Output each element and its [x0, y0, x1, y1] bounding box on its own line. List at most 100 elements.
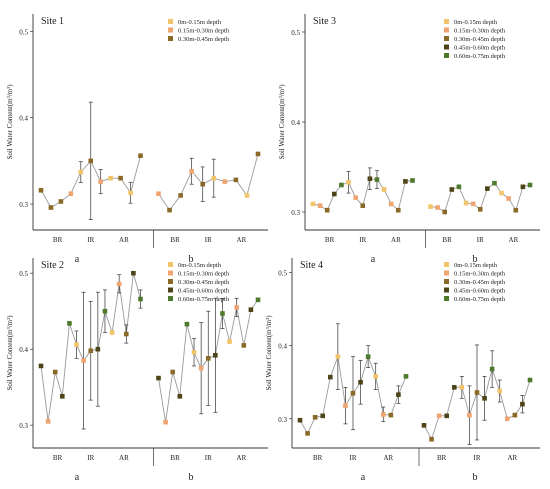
chart-panel-1: 0.3 0.4 0.5 Soil Water Content(m³/m³) Site 1… — [6, 14, 268, 265]
legend-entry: 0m-0.15m depth — [454, 262, 498, 269]
data-point — [213, 352, 218, 358]
data-point — [512, 412, 518, 418]
data-point — [116, 281, 122, 287]
x-tick-label: AR — [119, 454, 129, 462]
data-point — [211, 175, 217, 181]
data-point — [189, 168, 194, 174]
data-point — [335, 354, 341, 359]
data-point — [388, 201, 394, 207]
data-point — [358, 379, 363, 385]
y-tick-label: 0.3 — [291, 209, 300, 217]
legend-swatch — [444, 279, 449, 284]
data-point — [156, 375, 161, 381]
data-point — [396, 392, 401, 397]
data-point — [58, 199, 64, 204]
data-point — [403, 179, 408, 184]
data-point — [60, 394, 65, 399]
data-point — [191, 349, 197, 355]
legend-swatch — [168, 36, 173, 41]
data-point — [108, 175, 113, 181]
y-tick-label: 0.4 — [19, 115, 28, 123]
data-point — [248, 307, 254, 312]
data-point — [343, 403, 348, 408]
data-point — [527, 182, 533, 188]
data-point — [167, 207, 172, 213]
data-point — [88, 348, 94, 354]
legend: 0m-0.15m depth 0.15m-0.30m depth0.30m-0.4… — [168, 19, 230, 43]
data-point — [170, 369, 176, 375]
legend-entry: 0.15m-0.30m depth — [454, 271, 506, 278]
legend-entry: 0.15m-0.30m depth — [178, 28, 230, 35]
data-point — [380, 412, 386, 417]
legend-swatch — [444, 53, 449, 58]
data-point — [38, 187, 44, 193]
legend-swatch — [168, 279, 173, 284]
data-point — [177, 394, 183, 399]
y-axis-label: Soil Water Content(m³/m³) — [265, 315, 273, 391]
panel-label-a: a — [371, 254, 376, 265]
y-tick-label: 0.5 — [19, 28, 28, 36]
legend-swatch — [444, 44, 449, 50]
x-tick-label: BR — [53, 454, 63, 462]
data-point — [52, 369, 58, 375]
legend-swatch — [168, 27, 173, 33]
data-point — [131, 270, 136, 276]
data-point — [98, 179, 103, 184]
panel-label-b: b — [473, 254, 478, 265]
legend-entry: 0m-0.15m depth — [178, 19, 222, 26]
data-point — [297, 417, 303, 423]
y-tick-label: 0.4 — [19, 346, 28, 354]
data-point — [205, 356, 211, 361]
legend-entry: 0.15m-0.30m depth — [178, 271, 230, 278]
data-point — [102, 308, 108, 314]
data-point — [241, 343, 247, 348]
y-tick-label: 0.4 — [291, 119, 300, 127]
legend-swatch — [444, 296, 449, 301]
data-point — [350, 390, 356, 396]
data-point — [456, 184, 462, 190]
x-tick-label: IR — [87, 236, 94, 244]
data-point — [499, 190, 504, 196]
data-point — [68, 191, 74, 197]
x-tick-label: BR — [170, 236, 180, 244]
data-point — [327, 374, 333, 380]
legend-swatch — [168, 287, 173, 293]
data-point — [467, 412, 472, 418]
data-point — [373, 374, 379, 379]
data-point — [305, 431, 310, 436]
data-point — [489, 366, 495, 372]
legend-swatch — [444, 19, 449, 24]
x-tick-label: IR — [359, 236, 366, 244]
legend-entry: 0m-0.15m depth — [178, 262, 222, 269]
panel-label-a: a — [361, 472, 366, 483]
legend: 0m-0.15m depth 0.15m-0.30m depth0.30m-0.4… — [444, 19, 506, 60]
data-point — [339, 182, 344, 188]
data-point — [95, 346, 101, 352]
x-tick-label: IR — [205, 236, 212, 244]
legend-swatch — [168, 19, 173, 24]
y-axis-label: Soil Water Content(m³/m³) — [6, 84, 14, 160]
data-point — [353, 195, 358, 200]
panel-label-a: a — [75, 254, 80, 265]
data-point — [485, 186, 490, 191]
data-point — [324, 207, 330, 213]
chart-title: Site 2 — [41, 260, 64, 271]
x-tick-label: AR — [509, 236, 519, 244]
legend-swatch — [444, 287, 449, 293]
chart-title: Site 1 — [41, 16, 64, 27]
legend: 0m-0.15m depth 0.15m-0.30m depth0.30m-0.4… — [444, 262, 506, 303]
legend-swatch — [168, 296, 173, 301]
data-point — [346, 180, 351, 185]
legend-entry: 0.30m-0.45m depth — [454, 36, 506, 43]
data-point — [244, 193, 250, 198]
legend-entry: 0.45m-0.60m depth — [454, 288, 506, 295]
legend: 0m-0.15m depth 0.15m-0.30m depth0.30m-0.4… — [168, 262, 230, 303]
y-tick-label: 0.5 — [19, 270, 28, 278]
data-point — [45, 419, 51, 424]
data-point — [360, 203, 366, 208]
x-tick-label: BR — [437, 454, 447, 462]
y-tick-label: 0.5 — [278, 270, 287, 278]
legend-swatch — [168, 262, 173, 267]
data-point — [138, 153, 143, 158]
